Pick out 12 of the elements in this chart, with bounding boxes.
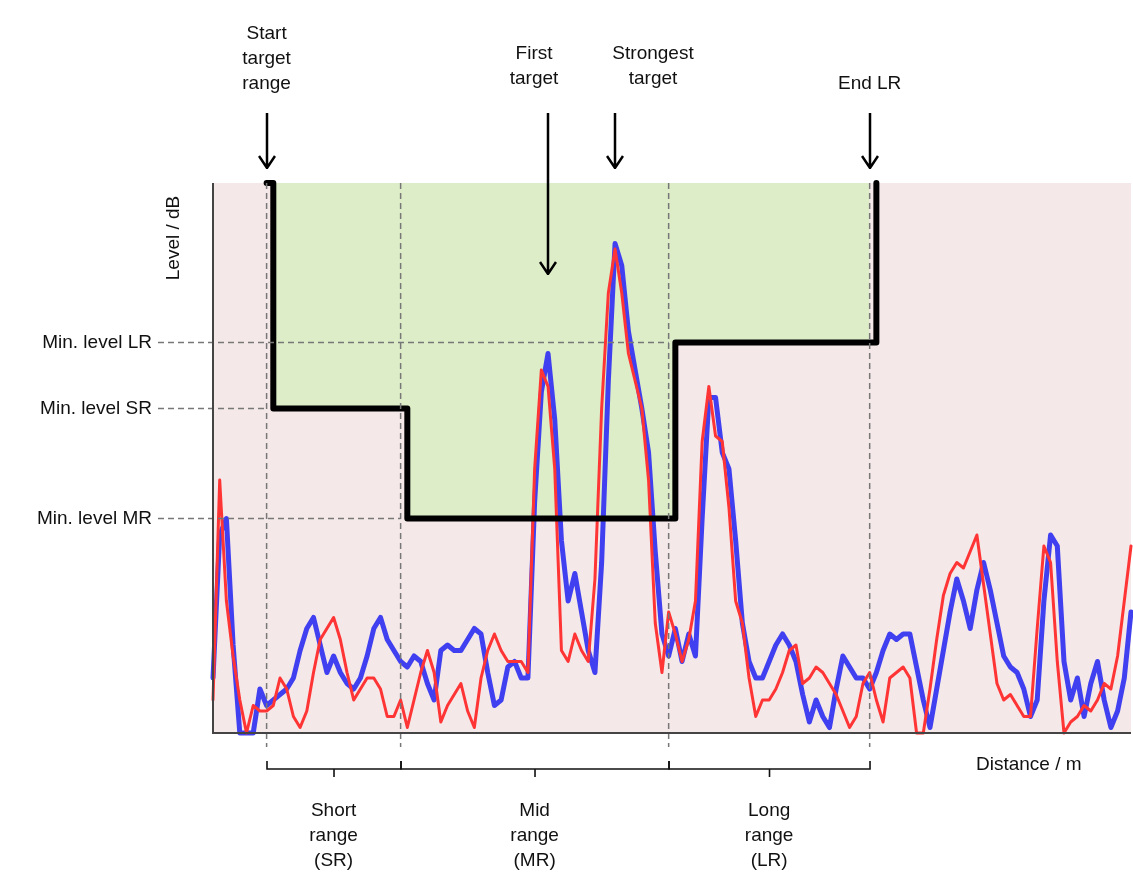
text: Long range (LR): [743, 798, 795, 872]
ref-line-label: Min. level MR: [36, 505, 152, 530]
text: End LR: [837, 71, 902, 95]
text: Mid range (MR): [509, 798, 560, 872]
text: Short range (SR): [308, 798, 359, 872]
text: Start target range: [241, 21, 292, 95]
text: Strongest target: [611, 41, 695, 90]
y-axis-title: Level / dB: [160, 195, 184, 281]
ref-line-label: Min. level LR: [42, 329, 152, 354]
ref-line-label: Min. level SR: [40, 395, 152, 420]
x-axis-title: Distance / m: [976, 752, 1082, 776]
text: First target: [508, 41, 560, 90]
